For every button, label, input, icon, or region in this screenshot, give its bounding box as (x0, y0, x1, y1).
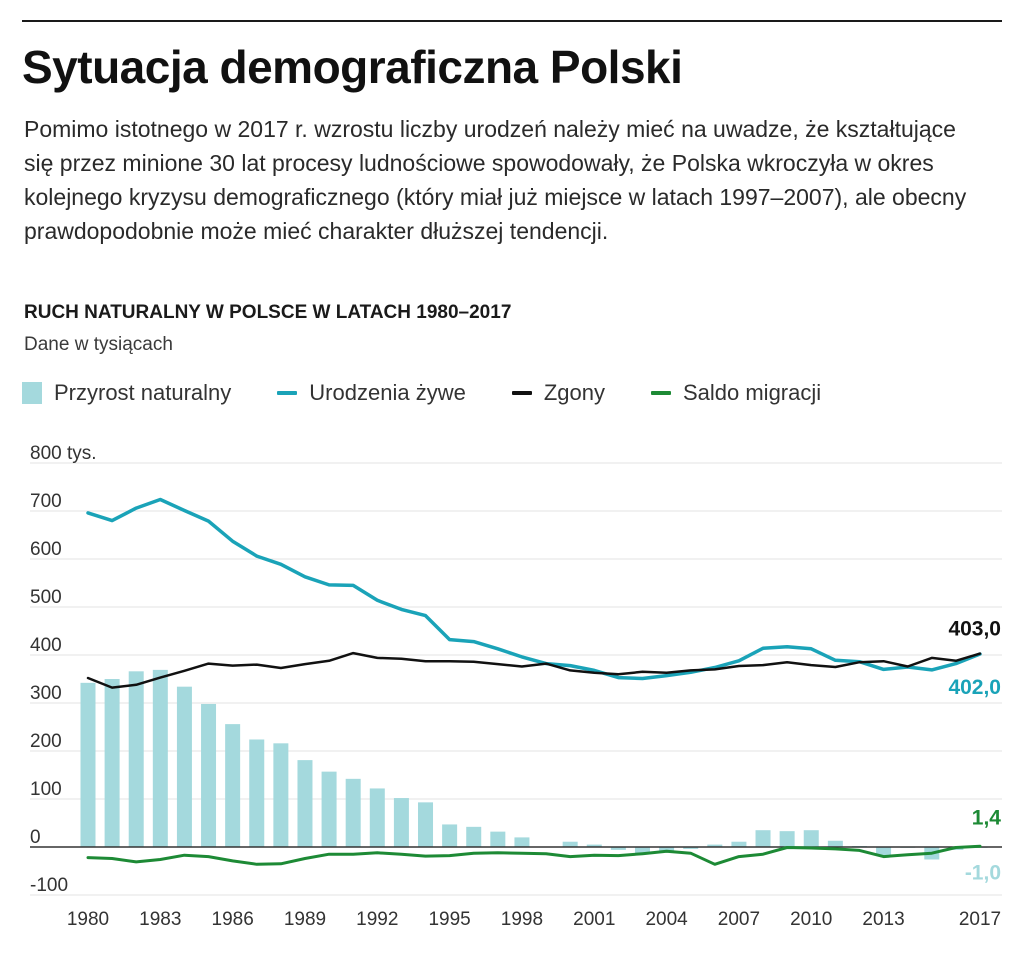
legend-swatch-zgony (511, 391, 532, 395)
legend-swatch-urodzenia (277, 391, 298, 395)
legend-item-saldo: Saldo migracji (650, 380, 822, 406)
legend-swatch-saldo (650, 391, 671, 395)
x-tick-label: 1998 (501, 909, 543, 930)
y-tick-label: 800 tys. (30, 443, 97, 464)
legend-label-przyrost: Przyrost naturalny (54, 380, 232, 405)
page-title: Sytuacja demograficzna Polski (22, 41, 683, 93)
bar-przyrost-1989 (297, 760, 313, 847)
bar-przyrost-2003 (634, 847, 650, 854)
top-rule (22, 20, 1002, 22)
x-tick-label: 2013 (862, 909, 904, 930)
y-tick-label: 200 (30, 731, 62, 752)
y-tick-label: 500 (30, 587, 62, 608)
bar-przyrost-2002 (610, 847, 626, 850)
x-tick-label: 1995 (428, 909, 470, 930)
x-axis-ticks: 1980 1983 1986 1989 1992 1995 1998 2001 2004 2007… (67, 909, 1001, 930)
bar-przyrost-1982 (128, 671, 144, 847)
bar-przyrost-1981 (104, 679, 120, 847)
y-tick-label: 300 (30, 683, 62, 704)
y-axis-ticks: 800 tys. 700 600 500 400 300 200 100 0 -100 (30, 443, 97, 896)
x-tick-label: 1980 (67, 909, 109, 930)
y-tick-label: -100 (30, 875, 68, 896)
bar-przyrost-1995 (442, 824, 458, 847)
bar-przyrost-2004 (659, 847, 675, 851)
bar-przyrost-2007 (731, 841, 747, 847)
legend-item-urodzenia: Urodzenia żywe (277, 380, 466, 406)
legend-item-przyrost: Przyrost naturalny (22, 380, 231, 406)
bar-przyrost-1986 (225, 724, 241, 847)
chart-lines (86, 497, 982, 866)
x-tick-label: 2007 (718, 909, 760, 930)
legend-label-zgony: Zgony (543, 380, 605, 405)
bar-przyrost-2001 (586, 844, 602, 847)
bar-przyrost-1997 (490, 831, 506, 847)
chart-legend: Przyrost naturalny Urodzenia żywe Zgony … (22, 376, 867, 410)
x-tick-label: 2010 (790, 909, 832, 930)
y-tick-label: 700 (30, 491, 62, 512)
legend-swatch-przyrost (22, 382, 42, 404)
bar-przyrost-1985 (201, 703, 217, 847)
bar-przyrost-2009 (779, 831, 795, 847)
end-label-saldo-migracji: 1,4 (972, 806, 1002, 829)
bar-przyrost-2013 (876, 847, 892, 856)
chart-gridlines (30, 462, 1002, 896)
y-tick-label: 100 (30, 779, 62, 800)
x-tick-label: 1992 (356, 909, 398, 930)
line-zgony (86, 651, 982, 689)
bar-przyrost-1990 (321, 771, 337, 847)
chart-subtitle: Dane w tysiącach (24, 334, 173, 355)
legend-label-urodzenia: Urodzenia żywe (309, 380, 466, 405)
bar-przyrost-2010 (803, 830, 819, 847)
bar-przyrost-2008 (755, 830, 771, 847)
bar-przyrost-1998 (514, 837, 530, 847)
legend-item-zgony: Zgony (511, 380, 605, 406)
x-tick-label: 2017 (959, 909, 1001, 930)
bar-przyrost-2005 (683, 847, 699, 849)
bar-przyrost-1988 (273, 743, 289, 847)
bar-przyrost-1994 (418, 802, 434, 847)
y-tick-label: 0 (30, 827, 41, 848)
y-tick-label: 400 (30, 635, 62, 656)
bar-przyrost-1987 (249, 739, 265, 847)
bar-przyrost-1992 (369, 788, 385, 847)
bar-przyrost-1983 (152, 669, 168, 847)
end-label-urodzenia-zywe: 402,0 (948, 676, 1001, 699)
chart-title: RUCH NATURALNY W POLSCE W LATACH 1980–20… (24, 302, 512, 323)
x-tick-label: 1989 (284, 909, 326, 930)
bar-przyrost-1993 (393, 798, 409, 847)
bar-przyrost-1980 (80, 682, 96, 847)
end-value-labels: 403,0 402,0 1,4 -1,0 (948, 618, 1001, 885)
bar-przyrost-2011 (827, 840, 843, 847)
x-tick-label: 2001 (573, 909, 615, 930)
x-tick-label: 2004 (645, 909, 688, 930)
end-label-zgony: 403,0 (948, 618, 1001, 641)
bar-przyrost-2006 (707, 844, 723, 847)
legend-label-saldo: Saldo migracji (682, 380, 822, 405)
chart-bars (80, 669, 988, 860)
bar-przyrost-2000 (562, 841, 578, 847)
x-tick-label: 1986 (212, 909, 254, 930)
line-saldo-migracji (86, 844, 982, 866)
end-label-przyrost-naturalny: -1,0 (965, 861, 1001, 884)
bar-przyrost-1991 (345, 778, 361, 847)
bar-przyrost-1996 (466, 826, 482, 847)
bar-przyrost-1984 (176, 686, 192, 847)
x-tick-label: 1983 (139, 909, 181, 930)
y-tick-label: 600 (30, 539, 62, 560)
lead-paragraph: Pomimo istotnego w 2017 r. wzrostu liczb… (24, 116, 967, 244)
line-urodzenia-zywe (86, 497, 982, 681)
